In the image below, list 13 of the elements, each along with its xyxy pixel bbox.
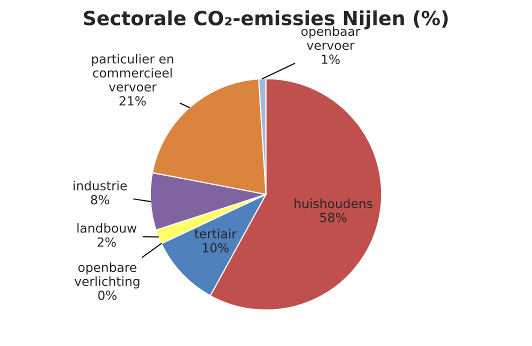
data-label: 10% — [202, 243, 229, 252]
slice-label: landbouw — [77, 223, 136, 233]
data-label: 8% — [90, 194, 110, 204]
data-label: 21% — [120, 96, 146, 106]
data-label: 1% — [322, 54, 340, 64]
text: 0% — [98, 290, 117, 300]
slice-label: tertiair — [194, 228, 237, 238]
category-label: openbare verlichting — [74, 262, 140, 288]
slice-label: industrie — [74, 180, 127, 190]
slice-label: particulier en commercieel vervoer — [92, 54, 174, 92]
data-label: 58% — [320, 212, 346, 222]
slice-label: huishoudens — [294, 198, 372, 208]
data-label: 2% — [98, 237, 116, 247]
